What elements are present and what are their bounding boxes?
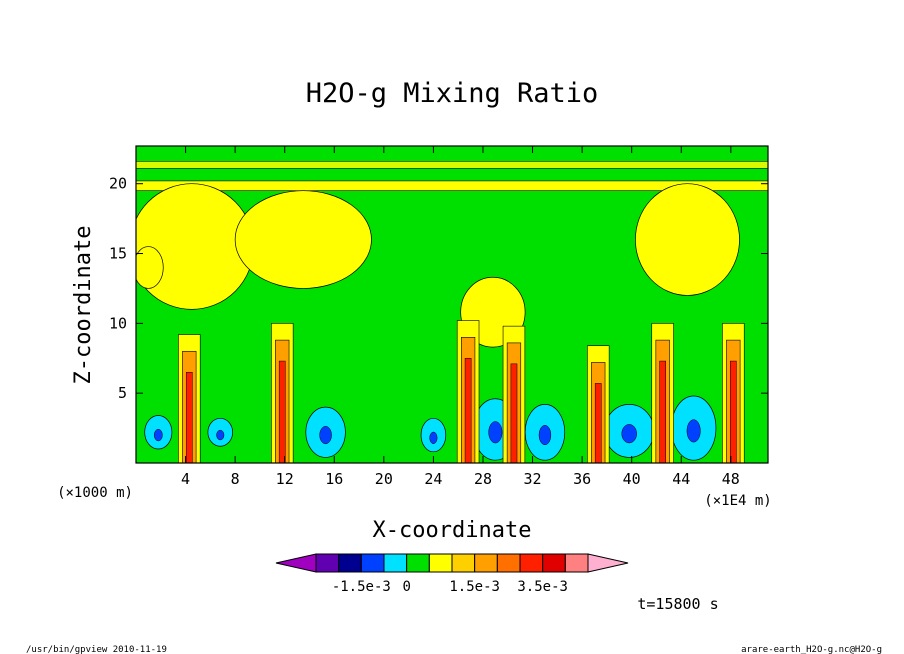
y-tick-label: 20 — [109, 175, 127, 193]
x-tick-label: 48 — [722, 470, 740, 488]
upper-layer-band-thin — [136, 161, 768, 169]
colorbar-box — [474, 553, 498, 573]
x-unit-left: (×1000 m) — [57, 485, 133, 501]
negative-blob-core — [538, 425, 552, 446]
anvil-region — [136, 246, 164, 289]
upper-layer-band — [136, 180, 768, 191]
colorbar-box — [451, 553, 476, 573]
anvil-region — [635, 183, 740, 296]
plume-core — [185, 371, 193, 463]
colorbar-box — [542, 553, 566, 573]
colorbar-label: 0 — [402, 579, 410, 595]
colorbar-box — [496, 553, 521, 573]
negative-blob-core — [621, 424, 637, 444]
colorbar-label: 1.5e-3 — [449, 579, 500, 595]
colorbar-box — [315, 553, 340, 573]
negative-blob-core — [319, 426, 332, 445]
plot-field — [136, 146, 768, 463]
colorbar-box — [564, 553, 589, 573]
negative-blob-core — [686, 419, 701, 443]
x-tick-label: 12 — [276, 470, 294, 488]
plume-core — [729, 360, 737, 463]
x-tick-label: 32 — [524, 470, 542, 488]
colorbar-box — [519, 553, 544, 573]
footer-right: arare-earth_H2O-g.nc@H2O-g — [741, 645, 882, 654]
x-unit-right: (×1E4 m) — [704, 493, 771, 509]
chart-title: H2O-g Mixing Ratio — [306, 78, 599, 109]
colorbar-box — [383, 553, 408, 573]
time-label: t=15800 s — [637, 595, 718, 613]
y-tick-label: 10 — [109, 314, 127, 332]
colorbar-box — [338, 553, 362, 573]
y-tick-label: 5 — [118, 384, 127, 402]
plume-core — [594, 383, 602, 463]
x-tick-label: 16 — [325, 470, 343, 488]
colorbar-extend-low — [275, 553, 317, 573]
footer-left: /usr/bin/gpview 2010-11-19 — [26, 645, 167, 654]
colorbar-box — [406, 553, 430, 573]
x-tick-label: 24 — [424, 470, 442, 488]
colorbar-extend-high — [587, 553, 629, 573]
x-tick-label: 36 — [573, 470, 591, 488]
x-tick-label: 4 — [181, 470, 190, 488]
negative-blob-core — [216, 429, 225, 441]
negative-blob-core — [153, 428, 163, 442]
negative-blob-core — [488, 421, 503, 444]
plume-core — [510, 363, 518, 463]
x-axis: 4 8 12 16 20 24 28 32 36 40 44 48 — [181, 146, 740, 488]
x-tick-label: 20 — [375, 470, 393, 488]
plume-core — [659, 360, 666, 463]
colorbar-box — [428, 553, 453, 573]
y-axis: 5 10 15 20 — [109, 175, 768, 402]
anvil-region — [234, 190, 372, 289]
field-contours — [136, 161, 768, 463]
x-tick-label: 44 — [672, 470, 690, 488]
x-tick-label: 8 — [231, 470, 240, 488]
colorbar: -1.5e-3 0 1.5e-3 3.5e-3 — [275, 553, 629, 595]
plume-core — [464, 358, 472, 463]
plume-core — [278, 360, 286, 463]
y-tick-label: 15 — [109, 245, 127, 263]
x-axis-label: X-coordinate — [373, 518, 532, 543]
plot-frame — [135, 145, 769, 464]
x-tick-label: 40 — [623, 470, 641, 488]
x-tick-label: 28 — [474, 470, 492, 488]
negative-blob-core — [429, 431, 438, 444]
colorbar-box — [360, 553, 385, 573]
colorbar-label: -1.5e-3 — [332, 579, 391, 595]
colorbar-label: 3.5e-3 — [517, 579, 568, 595]
y-axis-label: Z-coordinate — [71, 226, 96, 385]
